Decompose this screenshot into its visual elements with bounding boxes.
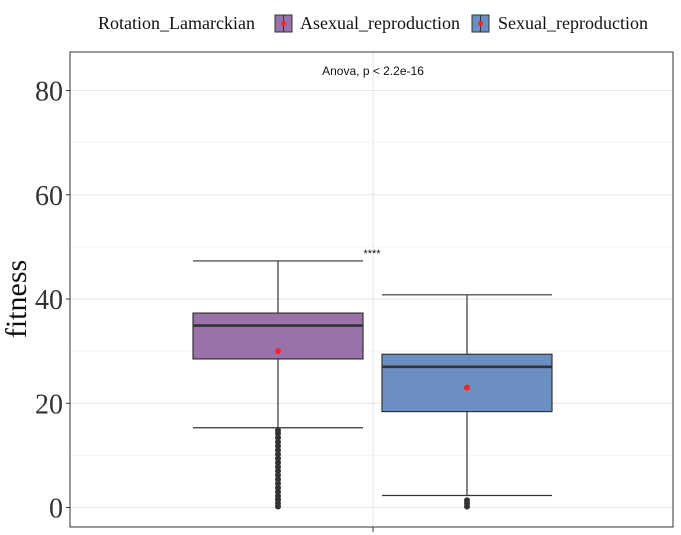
outlier-point (275, 468, 281, 475)
legend-key-asexual-mean (281, 21, 286, 26)
mean-marker (464, 384, 470, 391)
y-tick-label: 40 (35, 285, 63, 316)
outlier-point (275, 488, 281, 495)
outlier-point (464, 497, 470, 504)
outlier-point (275, 447, 281, 454)
legend-item-asexual: Asexual_reproduction (274, 13, 460, 33)
outlier-point (275, 434, 281, 441)
outlier-point (275, 451, 281, 458)
legend-key-sexual-mean (478, 21, 483, 26)
legend-title: Rotation_Lamarckian (98, 13, 255, 33)
box-iqr (381, 353, 553, 413)
y-axis: 0 20 40 60 80 (35, 77, 70, 525)
outlier-point (275, 455, 281, 462)
outlier-point (275, 493, 281, 500)
outlier-point (275, 463, 281, 470)
legend-label-sexual: Sexual_reproduction (498, 13, 648, 33)
outlier-point (275, 484, 281, 491)
y-tick-label: 60 (35, 181, 63, 212)
anova-annotation: Anova, p < 2.2e-16 (322, 64, 424, 78)
legend: Rotation_Lamarckian Asexual_reproduction… (98, 13, 648, 33)
y-tick-label: 80 (35, 77, 63, 108)
y-axis-title: fitness (0, 260, 33, 338)
outlier-point (275, 472, 281, 479)
y-tick-label: 20 (35, 389, 63, 420)
significance-annotation: **** (363, 248, 381, 260)
legend-item-sexual: Sexual_reproduction (471, 13, 648, 33)
outlier-point (275, 438, 281, 445)
mean-marker (275, 348, 281, 355)
panel-border (69, 51, 674, 528)
grid (70, 52, 673, 527)
box-asexual-reproduction (192, 260, 364, 510)
legend-label-asexual: Asexual_reproduction (300, 13, 460, 33)
boxes (192, 260, 553, 510)
outlier-point (275, 459, 281, 466)
outlier-point (275, 427, 281, 434)
y-tick-label: 0 (49, 494, 63, 525)
outlier-point (275, 442, 281, 449)
box-sexual-reproduction (381, 294, 553, 510)
outlier-point (275, 476, 281, 483)
outlier-point (275, 480, 281, 487)
